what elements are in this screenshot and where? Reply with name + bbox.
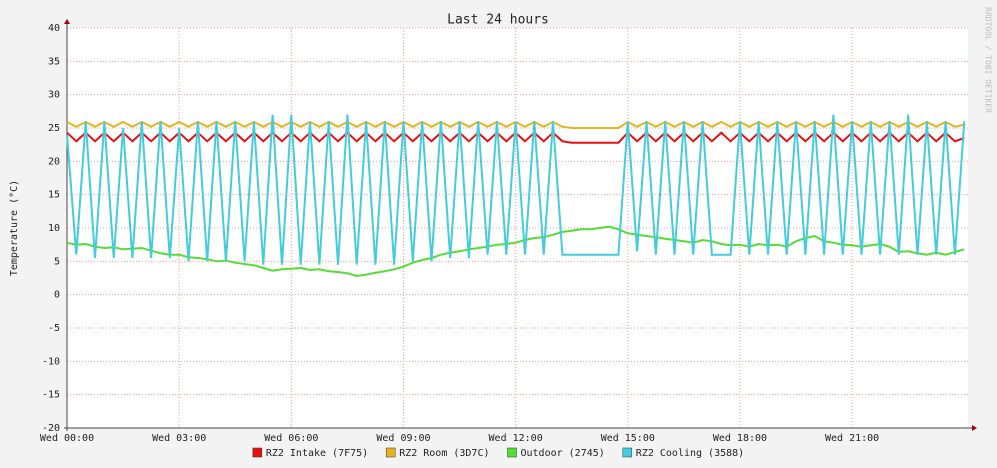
y-tick-label: 35 — [48, 56, 60, 67]
legend-label: RZ2 Cooling (3588) — [636, 448, 744, 459]
x-tick-label: Wed 06:00 — [264, 433, 318, 444]
y-tick-label: 15 — [48, 190, 60, 201]
y-tick-label: 0 — [54, 290, 60, 301]
x-tick-label: Wed 12:00 — [489, 433, 543, 444]
y-tick-label: 40 — [48, 23, 60, 34]
legend-label: RZ2 Intake (7F75) — [266, 448, 368, 459]
legend-swatch — [507, 447, 517, 458]
axis-arrow — [64, 19, 70, 24]
legend-label: Outdoor (2745) — [521, 448, 605, 459]
legend-swatch — [385, 447, 396, 458]
x-tick-label: Wed 15:00 — [601, 433, 655, 444]
y-tick-label: -15 — [42, 390, 60, 401]
x-tick-label: Wed 00:00 — [40, 433, 94, 444]
y-axis-label: Temperature (°C) — [9, 180, 20, 276]
y-tick-label: 5 — [54, 256, 60, 267]
series-line — [66, 114, 966, 265]
legend-label: RZ2 Room (3D7C) — [399, 448, 489, 459]
y-tick-label: 25 — [48, 123, 60, 134]
x-tick-label: Wed 09:00 — [376, 433, 430, 444]
legend-swatch — [622, 447, 633, 458]
y-tick-label: 10 — [48, 223, 60, 234]
y-tick-label: -20 — [42, 423, 60, 434]
x-tick-label: Wed 18:00 — [713, 433, 767, 444]
x-tick-label: Wed 21:00 — [825, 433, 879, 444]
axis-arrow — [972, 425, 977, 431]
watermark: RRDTOOL / TOBI OETIKER — [984, 7, 993, 113]
series-line — [66, 225, 965, 278]
legend-swatch — [252, 447, 263, 458]
y-tick-label: -10 — [42, 356, 60, 367]
y-tick-label: 20 — [48, 156, 60, 167]
y-tick-label: -5 — [48, 323, 60, 334]
chart-title: Last 24 hours — [447, 13, 549, 28]
y-tick-label: 30 — [48, 90, 60, 101]
x-tick-label: Wed 03:00 — [152, 433, 206, 444]
